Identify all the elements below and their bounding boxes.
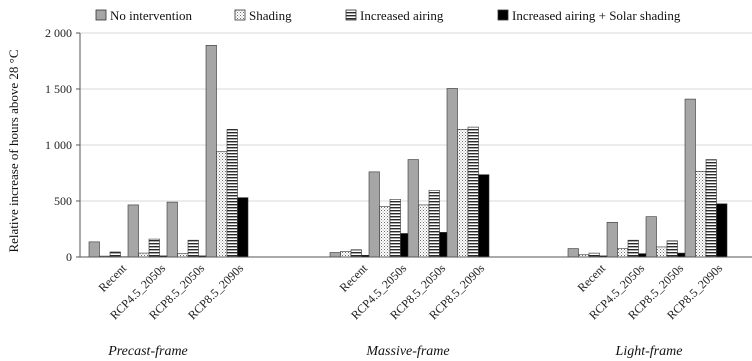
legend-label-increased-airing: Increased airing <box>360 8 444 23</box>
group-label-light-frame: Light-frame <box>615 344 683 359</box>
bar-massive-frame-rcp8-5-2090s-no-intervention <box>446 88 458 258</box>
bar-massive-frame-rcp8-5-2050s-shading <box>418 204 430 258</box>
group-labels: Precast-frame Massive-frame Light-frame <box>107 344 682 359</box>
legend: No intervention Shading Increased airing In… <box>95 8 681 23</box>
bar-light-frame-rcp8-5-2090s-shading <box>695 171 707 258</box>
legend-swatch-no-intervention <box>95 9 107 21</box>
bar-precast-frame-rcp8-5-2050s-no-intervention <box>166 201 178 258</box>
bar-light-frame-rcp8-5-2050s-no-intervention <box>645 216 657 258</box>
legend-label-shading: Shading <box>249 8 292 23</box>
legend-swatch-increased-airing <box>345 9 357 21</box>
legend-swatch-increased-airing-solar-shading <box>497 9 509 21</box>
bar-light-frame-rcp8-5-2090s-increased-airing <box>705 159 717 258</box>
bar-massive-frame-rcp8-5-2090s-increased-airing <box>467 126 479 258</box>
x-tick-label: Recent <box>575 261 609 295</box>
legend-swatch-shading <box>234 9 246 21</box>
bar-massive-frame-recent-shading <box>340 251 352 258</box>
x-axis: RecentRCP4.5_2050sRCP8.5_2050sRCP8.5_209… <box>96 261 726 323</box>
bar-precast-frame-rcp8-5-2090s-shading <box>216 151 228 258</box>
legend-label-increased-airing-solar-shading: Increased airing + Solar shading <box>512 8 681 23</box>
bar-light-frame-rcp8-5-2050s-shading <box>656 246 668 258</box>
bar-precast-frame-rcp8-5-2050s-increased-airing <box>187 239 199 258</box>
y-tick-label: 0 <box>66 250 72 264</box>
y-tick-label: 500 <box>54 194 72 208</box>
y-axis-title: Relative increase of hours above 28 °C <box>6 49 21 252</box>
group-label-massive-frame: Massive-frame <box>365 344 449 359</box>
bar-massive-frame-rcp4-5-2050s-increased-airing <box>389 199 401 258</box>
y-tick-label: 1 000 <box>45 138 72 152</box>
bar-precast-frame-rcp8-5-2090s-no-intervention <box>205 45 217 258</box>
bar-massive-frame-rcp8-5-2050s-no-intervention <box>407 159 419 258</box>
y-tick-label: 1 500 <box>45 82 72 96</box>
bar-precast-frame-rcp8-5-2050s-shading <box>177 253 189 258</box>
y-axis: 0 500 1 000 1 500 2 000 <box>45 26 80 264</box>
x-tick-label: Recent <box>96 261 130 295</box>
bar-massive-frame-rcp8-5-2050s-increased-airing <box>428 190 440 258</box>
bar-massive-frame-recent-no-intervention <box>329 252 341 258</box>
legend-label-no-intervention: No intervention <box>110 8 192 23</box>
bar-light-frame-recent-no-intervention <box>567 248 579 258</box>
bar-light-frame-rcp8-5-2050s-increased-airing <box>666 240 678 258</box>
bar-massive-frame-rcp4-5-2050s-no-intervention <box>368 171 380 258</box>
bar-massive-frame-rcp4-5-2050s-shading <box>379 206 391 258</box>
group-label-precast-frame: Precast-frame <box>107 344 188 359</box>
bar-light-frame-rcp8-5-2090s-increased-airing-solar-shading <box>716 203 728 258</box>
bar-light-frame-rcp8-5-2090s-no-intervention <box>684 98 696 258</box>
bar-precast-frame-rcp4-5-2050s-shading <box>138 252 150 258</box>
bar-light-frame-rcp4-5-2050s-no-intervention <box>606 221 618 258</box>
bar-precast-frame-recent-increased-airing <box>109 251 121 258</box>
bar-massive-frame-recent-increased-airing <box>350 249 362 258</box>
bar-precast-frame-rcp4-5-2050s-increased-airing <box>148 238 160 258</box>
bar-precast-frame-rcp8-5-2090s-increased-airing-solar-shading <box>237 197 249 258</box>
y-tick-label: 2 000 <box>45 26 72 40</box>
bar-massive-frame-rcp8-5-2090s-increased-airing-solar-shading <box>478 174 490 258</box>
bar-precast-frame-rcp8-5-2090s-increased-airing <box>226 129 238 258</box>
bars <box>88 45 728 258</box>
bar-massive-frame-rcp8-5-2090s-shading <box>457 129 469 258</box>
bar-light-frame-recent-increased-airing <box>588 252 600 258</box>
bar-precast-frame-recent-no-intervention <box>88 241 100 258</box>
bar-light-frame-rcp4-5-2050s-shading <box>617 248 629 258</box>
x-tick-label: Recent <box>337 261 371 295</box>
bar-light-frame-rcp4-5-2050s-increased-airing <box>627 239 639 258</box>
bar-precast-frame-rcp4-5-2050s-no-intervention <box>127 204 139 258</box>
